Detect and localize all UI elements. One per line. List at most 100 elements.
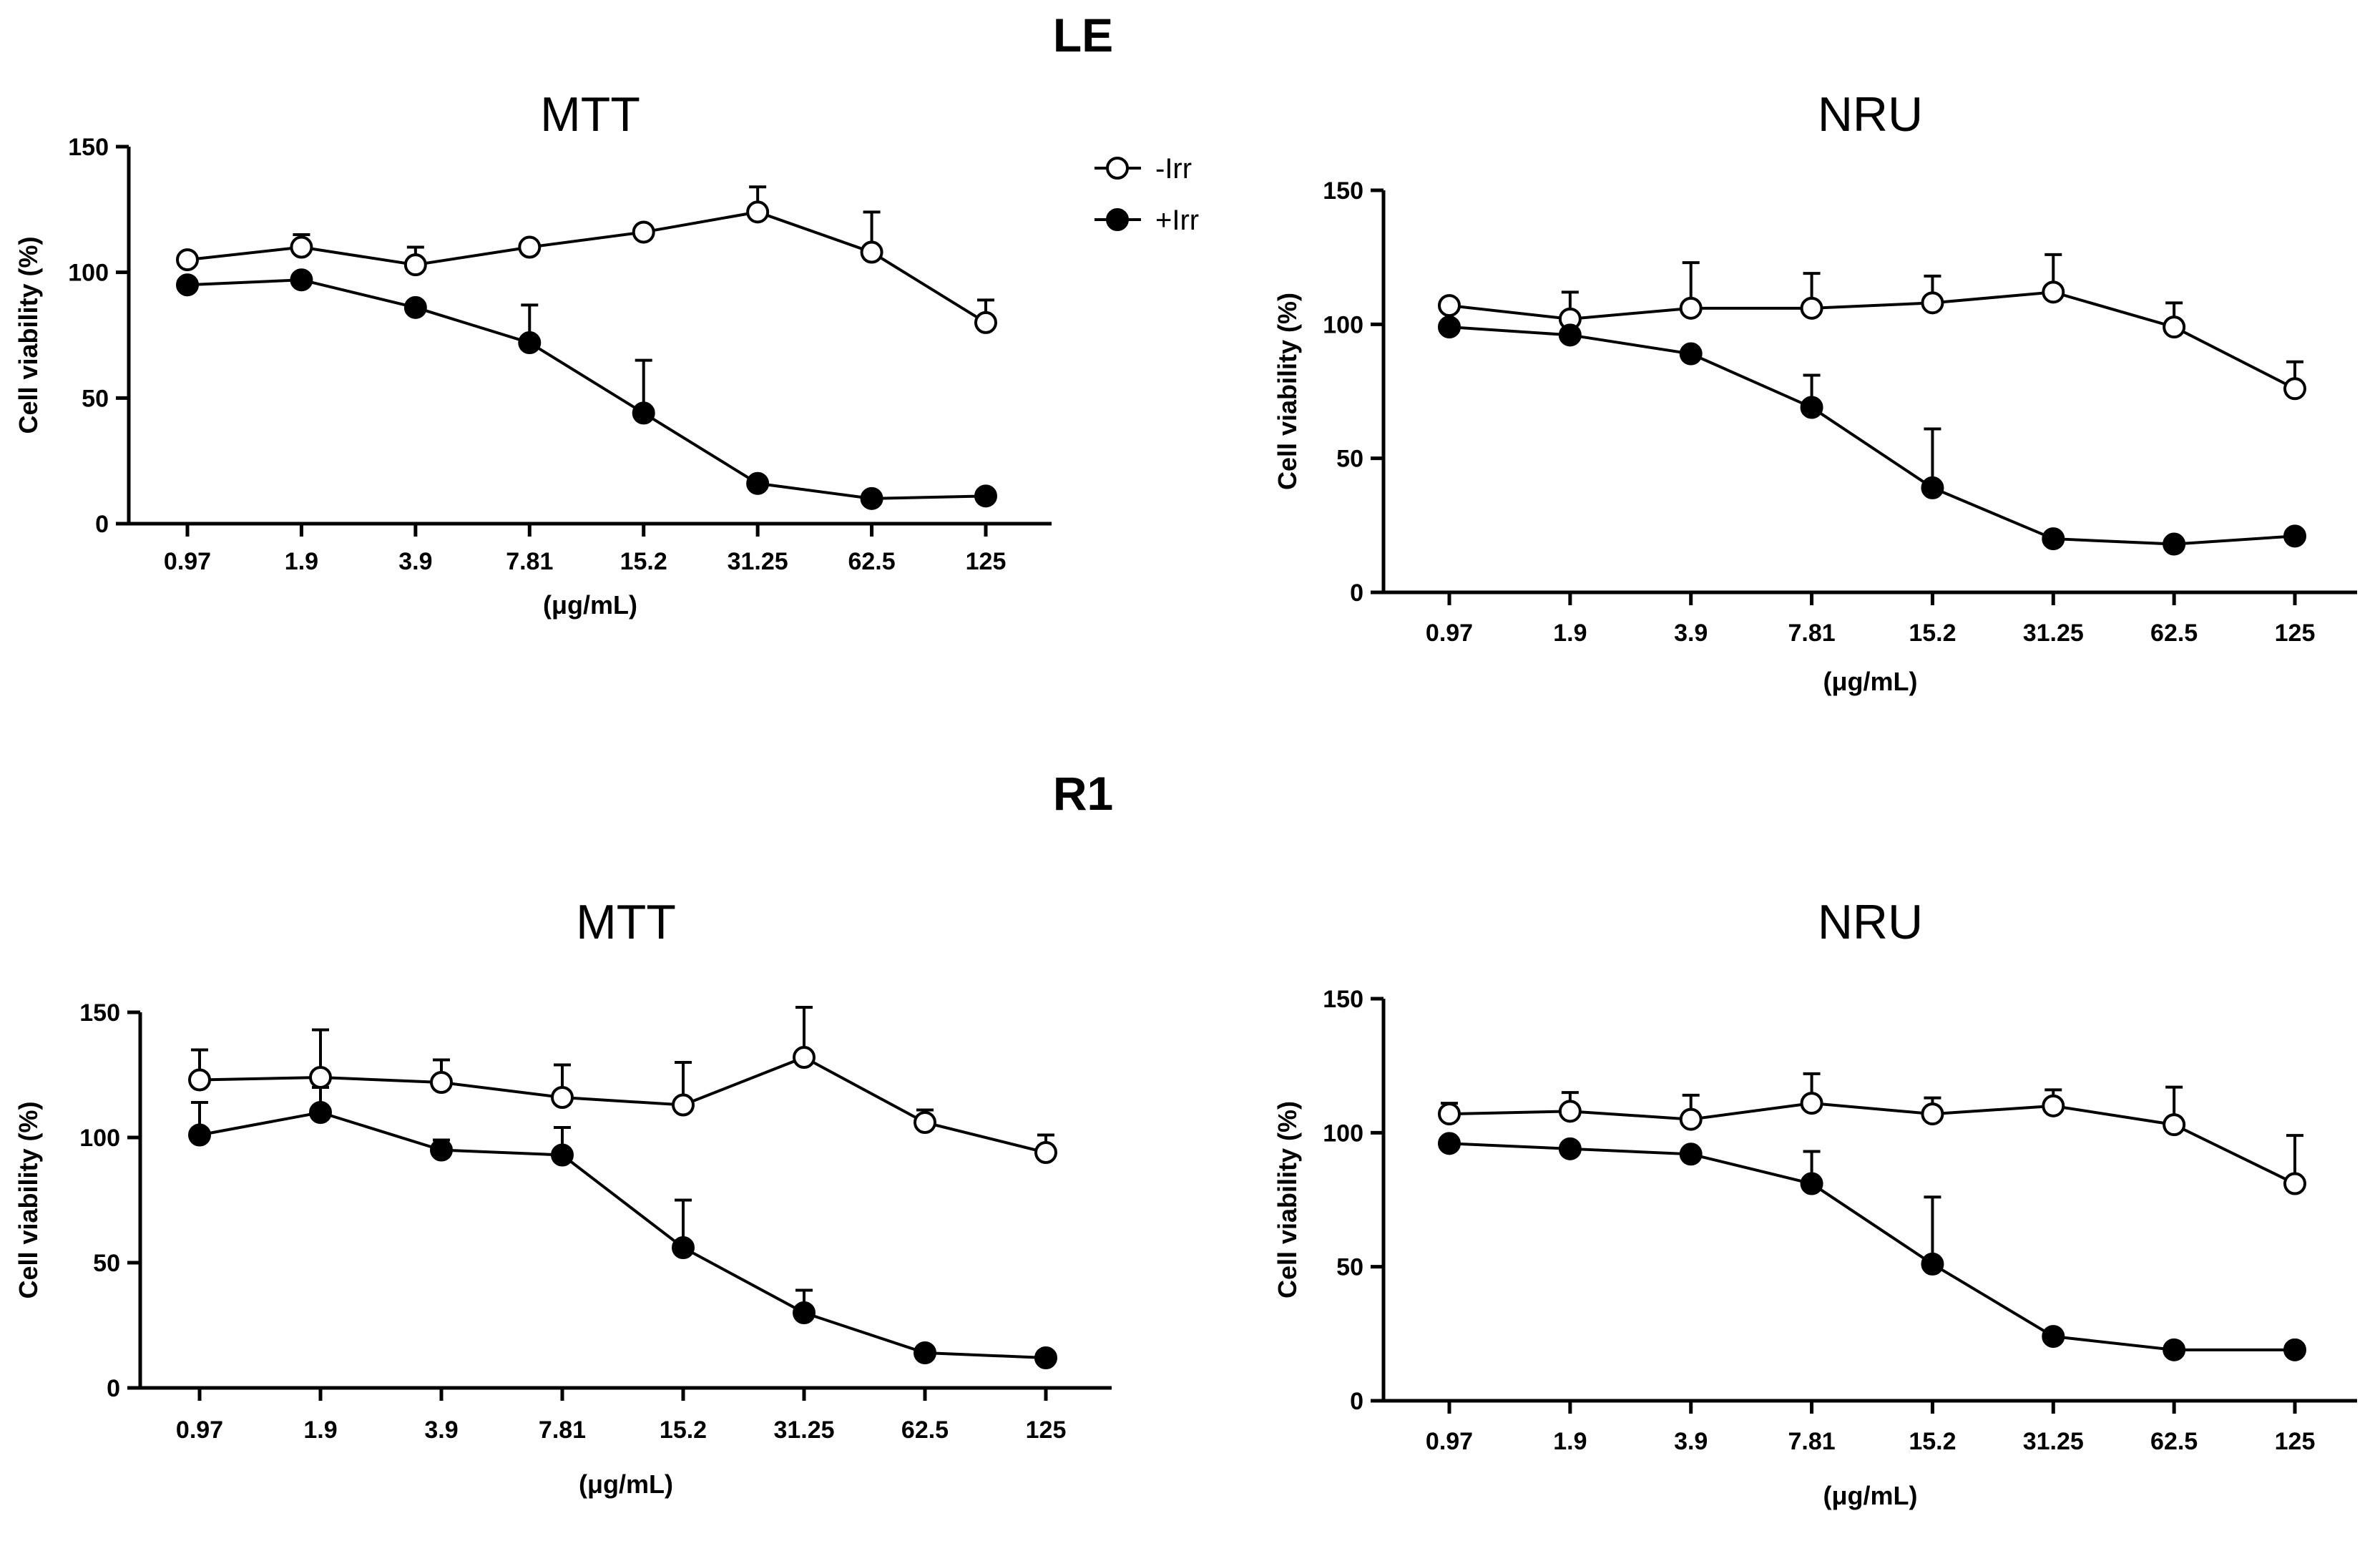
y-tick-label: 50 (93, 1250, 120, 1277)
y-tick-label: 100 (79, 1125, 120, 1152)
y-tick-label: 150 (68, 134, 109, 161)
x-tick-label: 1.9 (1553, 620, 1587, 647)
data-point (188, 1123, 211, 1147)
data-point (1800, 296, 1823, 320)
x-tick-label: 125 (2275, 1428, 2316, 1455)
y-tick-label: 50 (82, 385, 109, 412)
data-point (2042, 1094, 2065, 1117)
data-point (1921, 1102, 1944, 1126)
y-tick-label: 100 (1323, 1120, 1363, 1147)
data-point (290, 235, 313, 259)
data-point (518, 331, 542, 355)
data-point (430, 1071, 453, 1094)
data-point (2283, 1338, 2306, 1361)
legend-label-minus-irr: -Irr (1155, 153, 1192, 185)
series-line (1449, 326, 2296, 546)
chart-r1-mtt: MTT 0 50 100 150 0.97 1.9 3.9 7.81 15.2 31.25 62.5 1… (14, 895, 1112, 1499)
y-tick-label: 100 (1323, 311, 1363, 338)
data-point (974, 484, 997, 508)
y-tick-label: 0 (107, 1375, 120, 1402)
data-point (2163, 1338, 2186, 1361)
y-axis-label: Cell viability (%) (14, 236, 43, 434)
data-point (2283, 524, 2306, 548)
data-point (2163, 315, 2186, 339)
data-point (672, 1236, 695, 1259)
x-tick-label: 62.5 (2150, 1428, 2198, 1455)
data-point (793, 1301, 816, 1324)
chart-r1-nru: NRU 0 50 100 150 0.97 1.9 3.9 7.81 15.2 31.25 62.5 1… (1273, 895, 2357, 1510)
data-point (1558, 1100, 1582, 1123)
x-tick-label: 1.9 (1553, 1428, 1587, 1455)
data-point (632, 401, 655, 425)
chart-title: NRU (1818, 895, 1923, 949)
data-point (1438, 315, 1461, 339)
data-point (860, 240, 883, 264)
x-tick-label: 1.9 (303, 1417, 337, 1444)
data-point (1679, 342, 1703, 366)
data-point (2042, 280, 2065, 304)
x-tick-label: 31.25 (2023, 620, 2084, 647)
x-tick-label: 0.97 (176, 1417, 223, 1444)
data-point (551, 1086, 574, 1109)
x-tick-label: 31.25 (2023, 1428, 2084, 1455)
data-point (914, 1111, 936, 1134)
data-point (1921, 476, 1944, 499)
x-axis-label: (μg/mL) (543, 590, 637, 620)
x-tick-label: 0.97 (1426, 620, 1473, 647)
x-tick-label: 3.9 (1674, 620, 1708, 647)
y-tick-label: 50 (1336, 446, 1363, 473)
y-axis-label: Cell viability (%) (1273, 1101, 1302, 1298)
x-tick-label: 62.5 (2150, 620, 2198, 647)
x-tick-label: 15.2 (1909, 620, 1956, 647)
data-point (2042, 1325, 2065, 1349)
data-point (518, 235, 542, 259)
x-tick-label: 125 (1026, 1417, 1067, 1444)
x-tick-label: 3.9 (1674, 1428, 1708, 1455)
series-plus-irr (188, 1086, 1057, 1369)
x-tick-label: 62.5 (901, 1417, 949, 1444)
data-point (2283, 377, 2306, 401)
x-tick-label: 15.2 (1909, 1428, 1956, 1455)
data-point (1034, 1141, 1057, 1164)
data-point (290, 268, 313, 292)
series-plus-irr (1438, 315, 2306, 556)
x-tick-label: 31.25 (773, 1417, 834, 1444)
section-title-le: LE (1053, 9, 1113, 62)
data-point (1679, 1107, 1703, 1131)
series-minus-irr (1438, 1072, 2306, 1195)
data-point (1438, 294, 1461, 318)
data-point (1034, 1346, 1057, 1369)
x-tick-label: 15.2 (620, 548, 667, 575)
data-point (403, 253, 427, 277)
data-point (1558, 323, 1582, 347)
data-point (746, 471, 770, 495)
x-tick-label: 31.25 (728, 548, 788, 575)
data-point (746, 200, 770, 224)
data-point (188, 1068, 211, 1092)
data-point (430, 1138, 453, 1162)
y-tick-label: 150 (1323, 177, 1363, 205)
data-point (793, 1046, 816, 1069)
data-point (176, 248, 199, 272)
y-tick-label: 0 (95, 511, 109, 538)
data-point (632, 220, 655, 244)
series-line (1449, 1102, 2296, 1185)
data-point (309, 1101, 332, 1124)
y-axis-label: Cell viability (%) (1273, 293, 1302, 490)
data-point (176, 273, 199, 297)
series-plus-irr (176, 268, 997, 510)
data-point (672, 1093, 695, 1117)
data-point (860, 486, 883, 510)
x-tick-label: 7.81 (1788, 1428, 1835, 1455)
data-point (1800, 396, 1823, 419)
series-line (199, 1055, 1047, 1154)
series-minus-irr (188, 1006, 1057, 1164)
x-tick-label: 7.81 (506, 548, 553, 575)
x-tick-label: 0.97 (164, 548, 211, 575)
series-minus-irr (176, 185, 997, 334)
data-point (1921, 1252, 1944, 1276)
y-axis-label: Cell viability (%) (14, 1101, 43, 1298)
data-point (2163, 1113, 2186, 1137)
x-tick-label: 3.9 (398, 548, 432, 575)
